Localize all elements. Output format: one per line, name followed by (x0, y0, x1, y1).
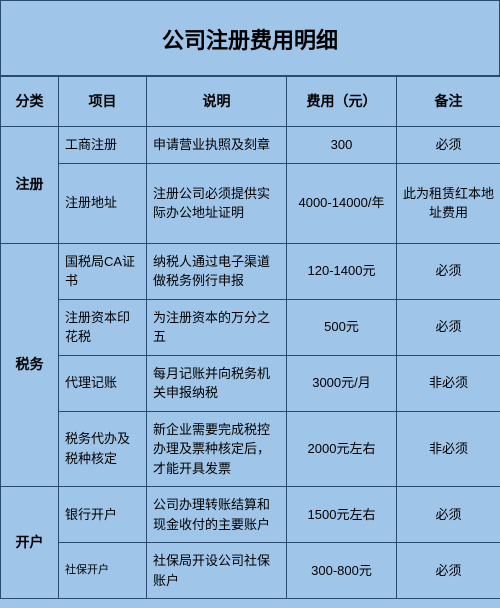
item-cell: 注册资本印花税 (59, 299, 147, 355)
note-cell: 此为租赁红本地址费用 (397, 163, 500, 243)
desc-cell: 申请营业执照及刻章 (147, 127, 287, 164)
header-item: 项目 (59, 77, 147, 127)
fee-cell: 4000-14000/年 (287, 163, 397, 243)
desc-cell: 社保局开设公司社保账户 (147, 543, 287, 599)
desc-cell: 新企业需要完成税控办理及票种核定后，才能开具发票 (147, 411, 287, 487)
header-row: 分类 项目 说明 费用（元） 备注 (1, 77, 500, 127)
table-row: 社保开户 社保局开设公司社保账户 300-800元 必须 (1, 543, 500, 599)
fee-cell: 2000元左右 (287, 411, 397, 487)
fee-cell: 3000元/月 (287, 355, 397, 411)
header-category: 分类 (1, 77, 59, 127)
desc-cell: 注册公司必须提供实际办公地址证明 (147, 163, 287, 243)
item-cell: 社保开户 (59, 543, 147, 599)
table-row: 开户 银行开户 公司办理转账结算和现金收付的主要账户 1500元左右 必须 (1, 487, 500, 543)
fee-cell: 300-800元 (287, 543, 397, 599)
table-row: 注册 工商注册 申请营业执照及刻章 300 必须 (1, 127, 500, 164)
fee-table-container: 公司注册费用明细 分类 项目 说明 费用（元） 备注 注册 工商注册 申请营业执… (0, 0, 500, 608)
desc-cell: 为注册资本的万分之五 (147, 299, 287, 355)
fee-cell: 120-1400元 (287, 243, 397, 299)
note-cell: 非必须 (397, 355, 500, 411)
category-cell: 开户 (1, 487, 59, 599)
desc-cell: 纳税人通过电子渠道做税务例行申报 (147, 243, 287, 299)
table-row: 注册地址 注册公司必须提供实际办公地址证明 4000-14000/年 此为租赁红… (1, 163, 500, 243)
header-note: 备注 (397, 77, 500, 127)
desc-cell: 公司办理转账结算和现金收付的主要账户 (147, 487, 287, 543)
note-cell: 必须 (397, 243, 500, 299)
note-cell: 必须 (397, 487, 500, 543)
category-cell: 注册 (1, 127, 59, 244)
item-cell: 国税局CA证书 (59, 243, 147, 299)
table-row: 税务代办及税种核定 新企业需要完成税控办理及票种核定后，才能开具发票 2000元… (1, 411, 500, 487)
table-row: 税务 国税局CA证书 纳税人通过电子渠道做税务例行申报 120-1400元 必须 (1, 243, 500, 299)
fee-cell: 500元 (287, 299, 397, 355)
note-cell: 必须 (397, 127, 500, 164)
note-cell: 必须 (397, 543, 500, 599)
header-desc: 说明 (147, 77, 287, 127)
header-fee: 费用（元） (287, 77, 397, 127)
note-cell: 非必须 (397, 411, 500, 487)
item-cell: 代理记账 (59, 355, 147, 411)
fee-cell: 1500元左右 (287, 487, 397, 543)
page-title: 公司注册费用明细 (0, 0, 500, 76)
fee-table: 分类 项目 说明 费用（元） 备注 注册 工商注册 申请营业执照及刻章 300 … (0, 76, 500, 599)
category-cell: 税务 (1, 243, 59, 487)
item-cell: 工商注册 (59, 127, 147, 164)
fee-cell: 300 (287, 127, 397, 164)
table-row: 代理记账 每月记账并向税务机关申报纳税 3000元/月 非必须 (1, 355, 500, 411)
note-cell: 必须 (397, 299, 500, 355)
desc-cell: 每月记账并向税务机关申报纳税 (147, 355, 287, 411)
item-cell: 税务代办及税种核定 (59, 411, 147, 487)
table-row: 注册资本印花税 为注册资本的万分之五 500元 必须 (1, 299, 500, 355)
item-cell: 银行开户 (59, 487, 147, 543)
item-cell: 注册地址 (59, 163, 147, 243)
